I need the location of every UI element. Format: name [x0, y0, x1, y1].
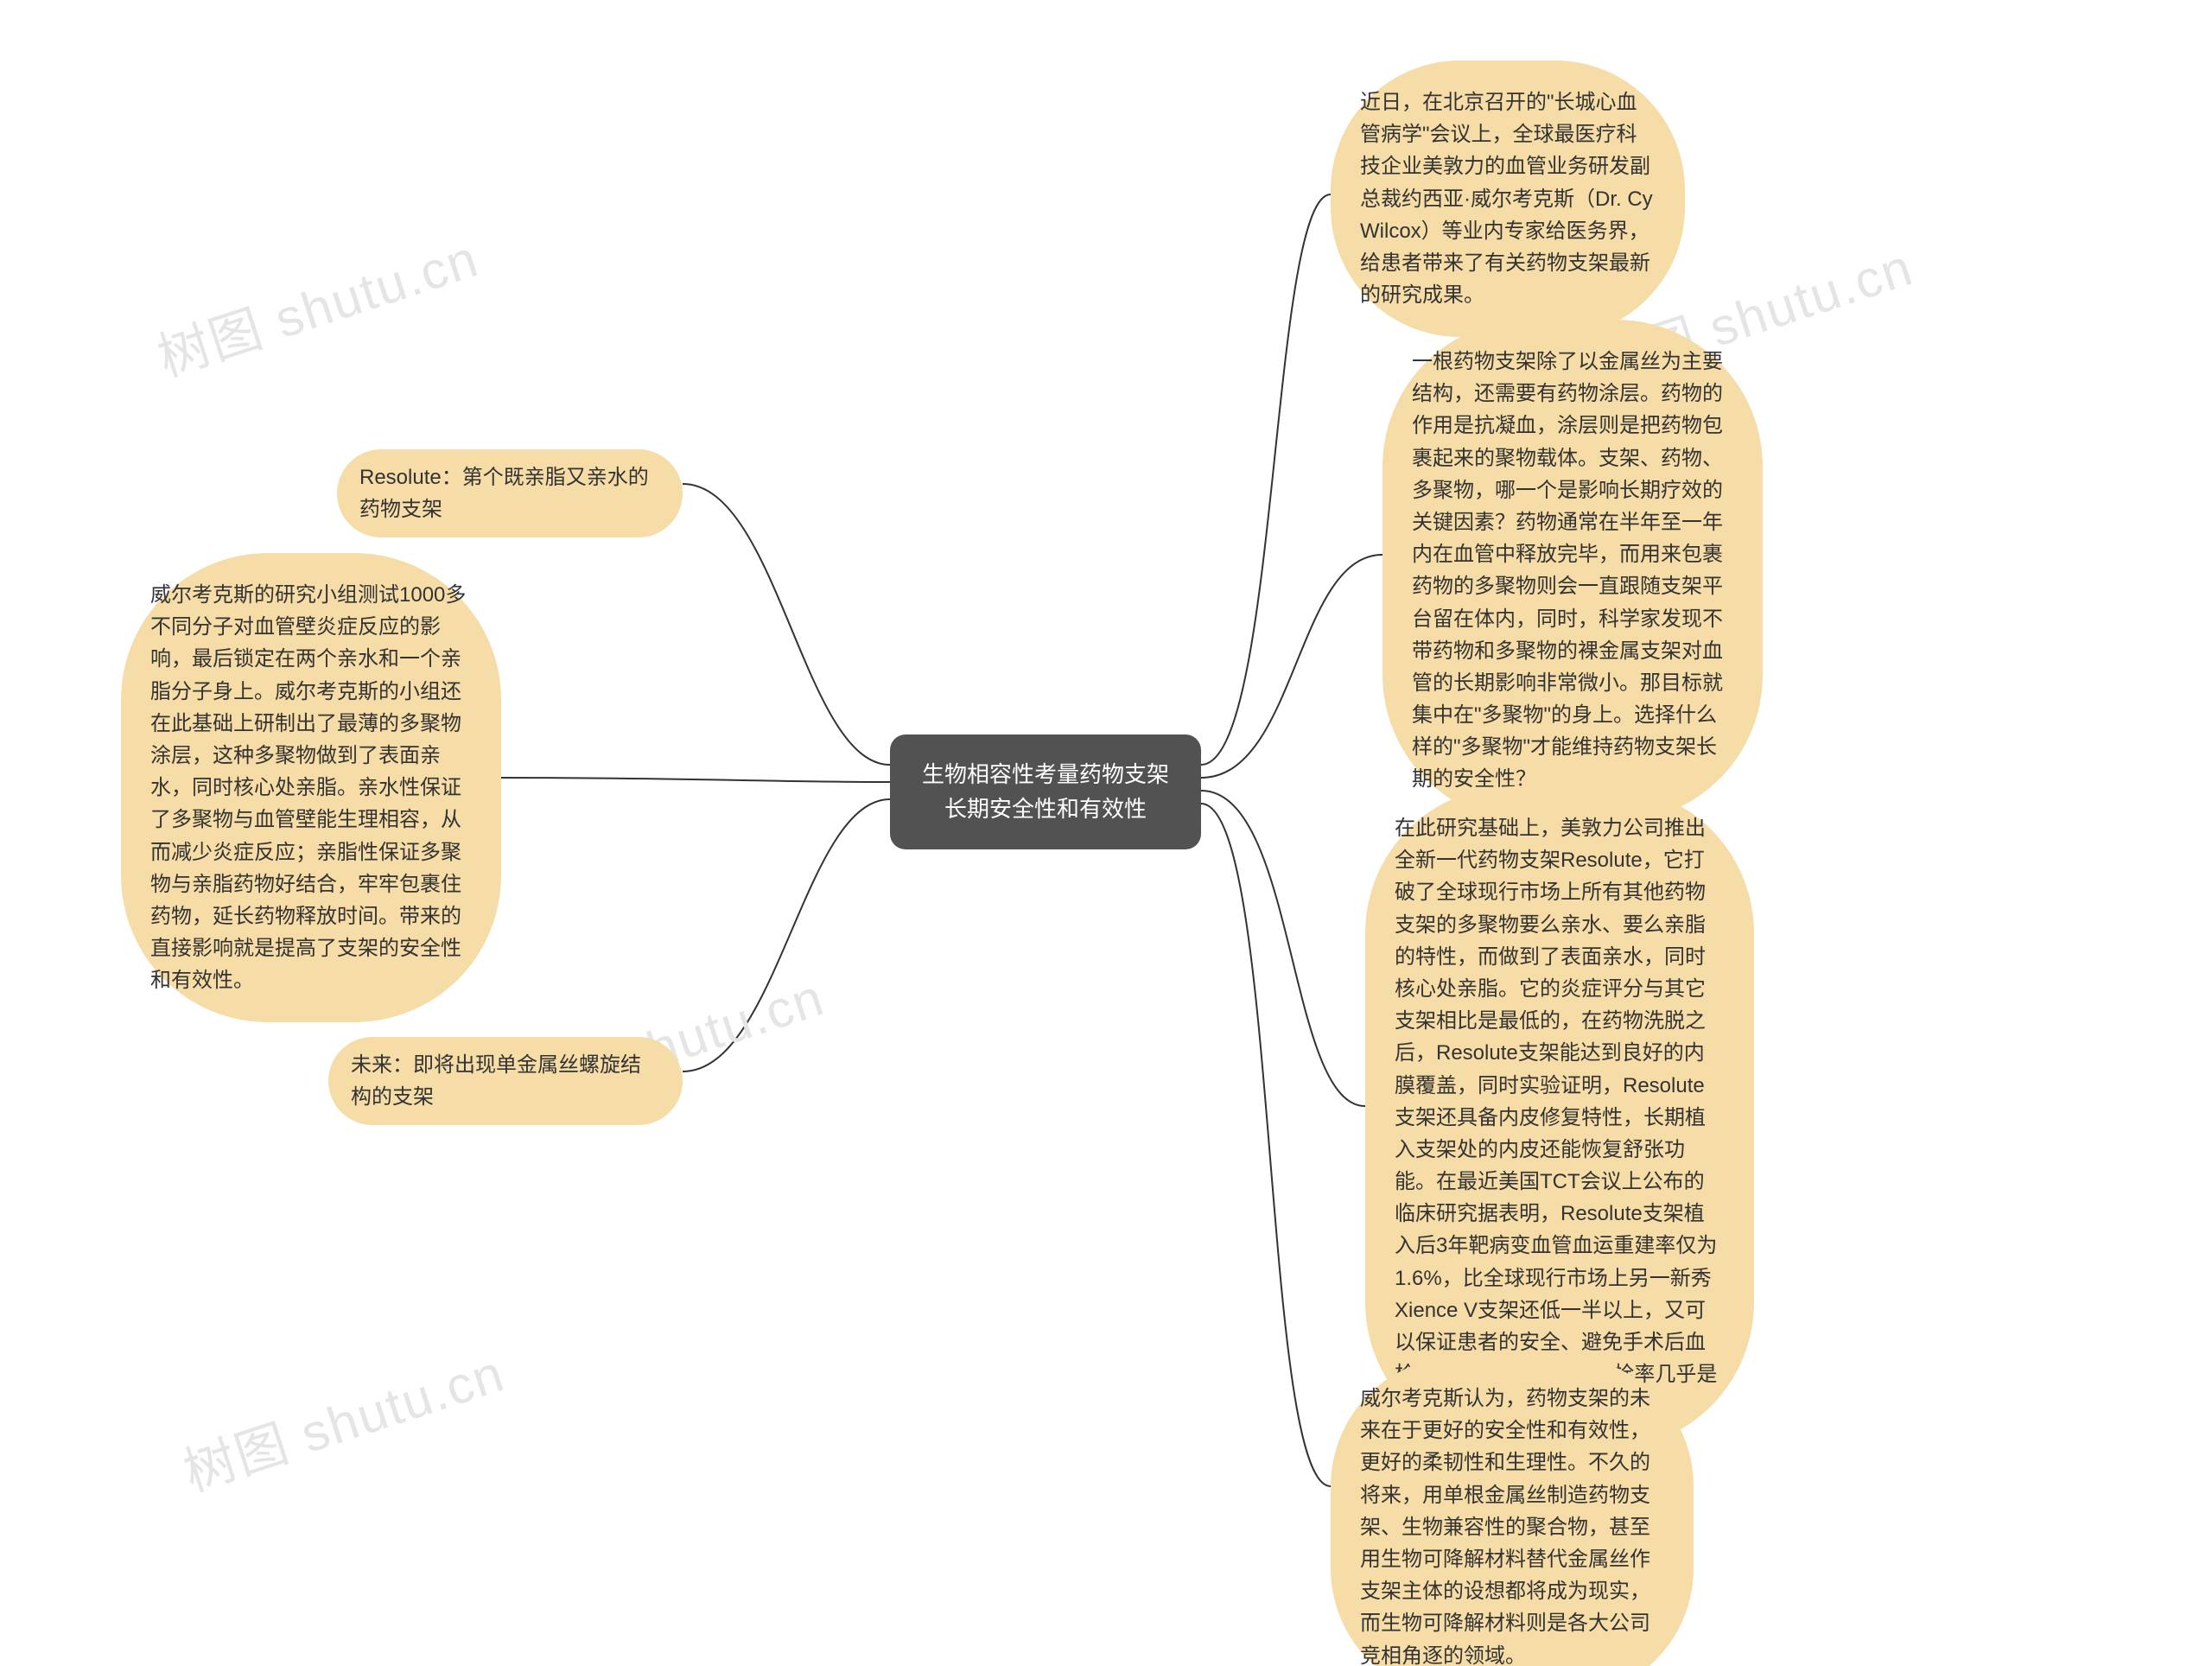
- node-l2: 威尔考克斯的研究小组测试1000多不同分子对血管壁炎症反应的影响，最后锁定在两个…: [121, 553, 501, 1022]
- node-r4: 威尔考克斯认为，药物支架的未来在于更好的安全性和有效性，更好的柔韧性和生理性。不…: [1331, 1357, 1694, 1666]
- link-l3: [683, 799, 890, 1071]
- node-r2: 一根药物支架除了以金属丝为主要结构，还需要有药物涂层。药物的作用是抗凝血，涂层则…: [1382, 320, 1763, 822]
- link-r2: [1201, 555, 1382, 778]
- node-l3: 未来：即将出现单金属丝螺旋结构的支架: [328, 1037, 683, 1125]
- node-r3: 在此研究基础上，美敦力公司推出全新一代药物支架Resolute，它打破了全球现行…: [1365, 786, 1754, 1449]
- link-r4: [1201, 804, 1331, 1486]
- node-l1: Resolute：第个既亲脂又亲水的药物支架: [337, 449, 683, 537]
- watermark: 树图 shutu.cn: [147, 217, 487, 391]
- watermark: 树图 shutu.cn: [173, 1332, 513, 1506]
- link-r3: [1201, 791, 1365, 1106]
- center-topic: 生物相容性考量药物支架长期安全性和有效性: [890, 734, 1201, 849]
- link-l1: [683, 484, 890, 765]
- link-r1: [1201, 194, 1331, 765]
- link-l2: [501, 778, 890, 782]
- node-r1: 近日，在北京召开的"长城心血管病学"会议上，全球最医疗科技企业美敦力的血管业务研…: [1331, 60, 1685, 337]
